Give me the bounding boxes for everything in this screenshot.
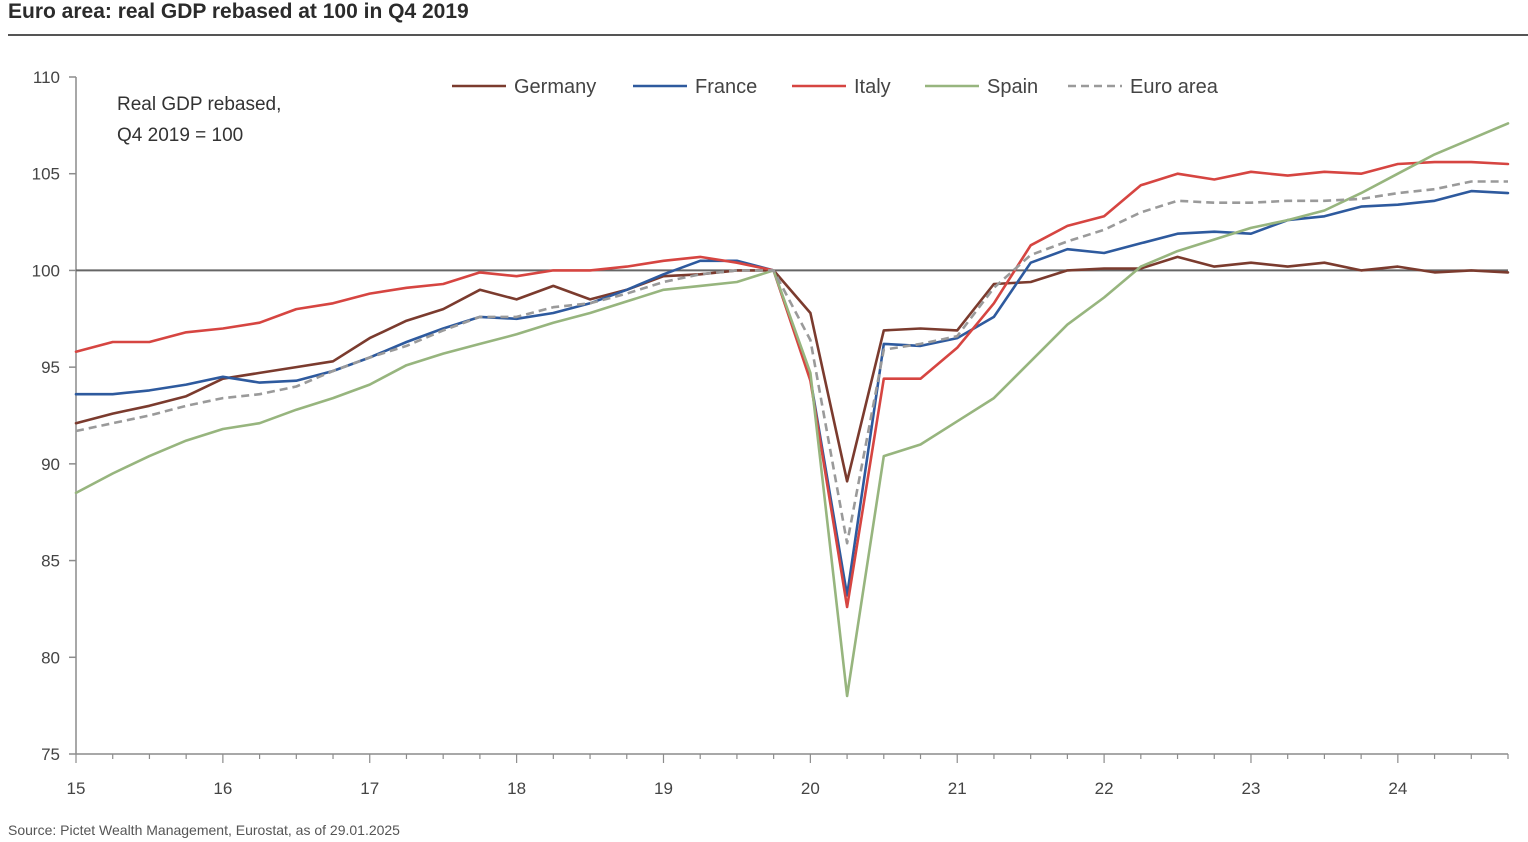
title-divider xyxy=(8,34,1528,36)
x-tick-label: 15 xyxy=(67,779,86,798)
note-line: Real GDP rebased, xyxy=(117,94,281,115)
x-tick-label: 23 xyxy=(1242,779,1261,798)
legend: Germany France Italy Spain Euro area xyxy=(452,76,1219,98)
x-tick-label: 22 xyxy=(1095,779,1114,798)
x-tick-label: 16 xyxy=(213,779,232,798)
y-tick-label: 100 xyxy=(32,261,60,280)
legend-label-euro-area: Euro area xyxy=(1130,76,1219,98)
series-line-euro-area xyxy=(75,180,1508,545)
chart-title: Euro area: real GDP rebased at 100 in Q4… xyxy=(8,0,469,23)
x-tick-label: 24 xyxy=(1388,779,1407,798)
y-tick-label: 105 xyxy=(32,165,60,184)
y-tick-label: 80 xyxy=(41,648,60,667)
series-line-germany xyxy=(74,255,1510,483)
x-tick-label: 17 xyxy=(360,779,379,798)
note-line: Q4 2019 = 100 xyxy=(117,125,243,146)
y-tick-label: 85 xyxy=(41,552,60,571)
x-tick-label: 19 xyxy=(654,779,673,798)
y-tick-label: 110 xyxy=(33,68,60,87)
legend-label-spain: Spain xyxy=(987,76,1038,98)
source-note: Source: Pictet Wealth Management, Eurost… xyxy=(8,822,400,838)
legend-label-france: France xyxy=(695,76,757,98)
y-tick-label: 90 xyxy=(41,455,60,474)
series-line-france xyxy=(74,189,1510,597)
x-tick-label: 21 xyxy=(948,779,967,798)
series-line-spain xyxy=(74,122,1510,698)
axes: 75 80 85 90 95 100 105 110 15 16 17 18 19 20 21 22 23 24 xyxy=(32,68,1509,798)
chart-note: Real GDP rebased, Q4 2019 = 100 xyxy=(117,94,281,146)
x-tick-label: 20 xyxy=(801,779,820,798)
series-line-italy xyxy=(74,160,1510,609)
x-tick-label: 18 xyxy=(507,779,526,798)
series-group xyxy=(74,122,1510,698)
legend-label-germany: Germany xyxy=(514,76,596,98)
y-tick-label: 75 xyxy=(41,745,60,764)
legend-label-italy: Italy xyxy=(854,76,891,98)
y-tick-label: 95 xyxy=(41,358,60,377)
